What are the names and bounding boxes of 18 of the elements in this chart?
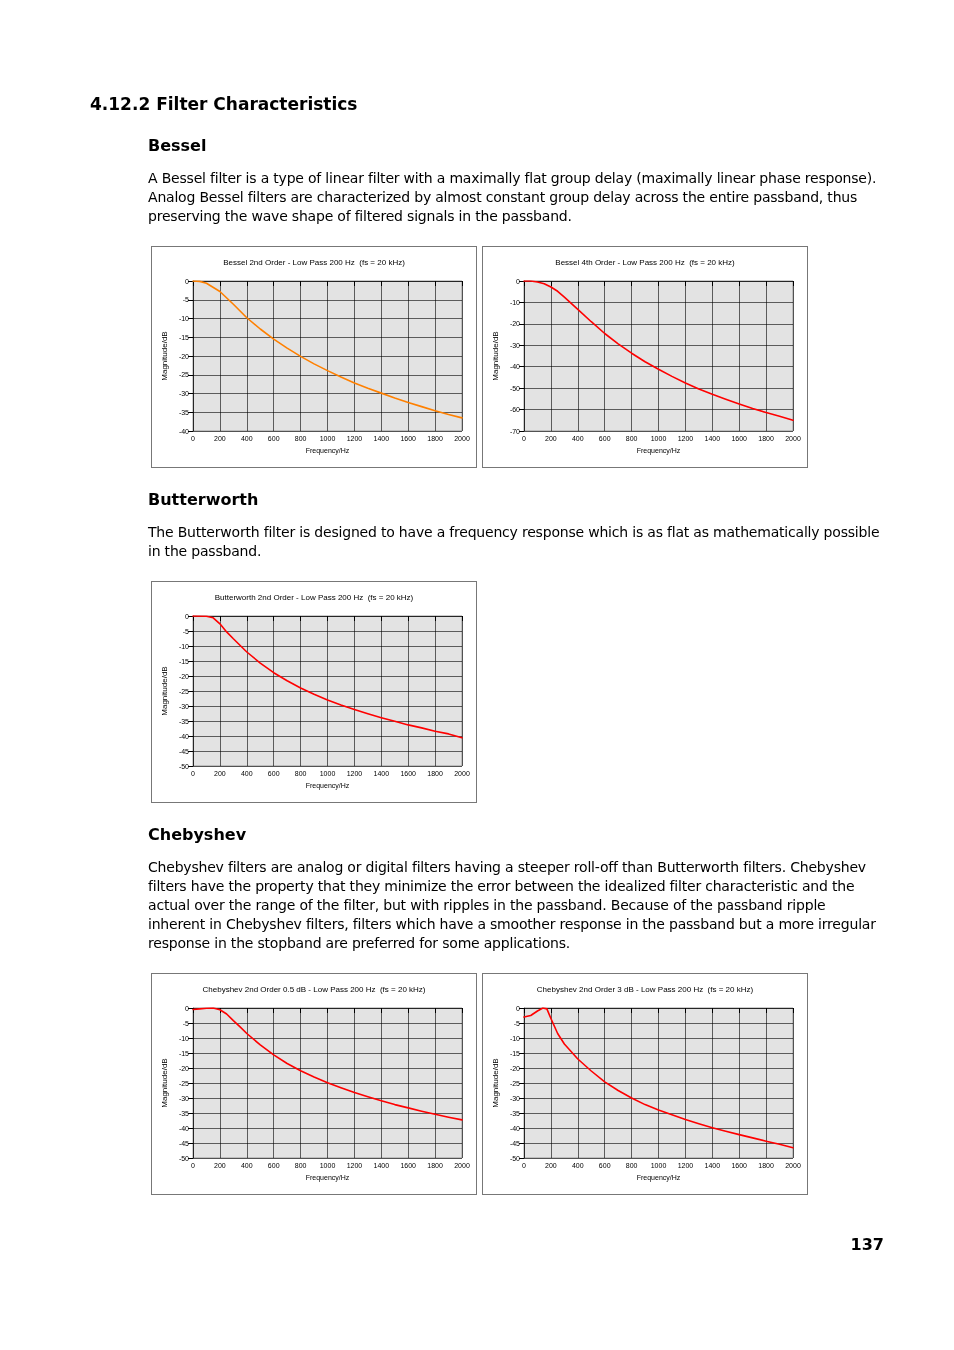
y-axis-title: Magnitude/dB bbox=[159, 666, 169, 716]
y-axis-title: Magnitude/dB bbox=[490, 1058, 500, 1108]
text: The Butterworth filter is designed to have a frequency response which is as flat as mathematically possible in the passband. bbox=[148, 523, 881, 561]
text: Bessel bbox=[148, 136, 208, 155]
chart-title: Chebyshev 2nd Order 3 dB - Low Pass 200 Hz (fs = 20 kHz) bbox=[536, 984, 754, 994]
text: 4.12.2 Filter Characteristics bbox=[90, 94, 359, 114]
chart-title: Butterworth 2nd Order - Low Pass 200 Hz (fs = 20 kHz) bbox=[214, 592, 414, 602]
text: 137 bbox=[850, 1235, 884, 1254]
y-axis-title: Magnitude/dB bbox=[159, 331, 169, 381]
y-axis-title: Magnitude/dB bbox=[490, 331, 500, 381]
text: Butterworth bbox=[148, 490, 260, 509]
text: A Bessel filter is a type of linear filter with a maximally flat group delay (maximally linear phase response). Analog Bessel filters are characterized by almost constant group delay across the entire passband, thus preserving the wave shape of filtered signals in the passband. bbox=[148, 169, 878, 226]
text: Chebyshev bbox=[148, 825, 248, 844]
chart-title: Bessel 4th Order - Low Pass 200 Hz (fs = 20 kHz) bbox=[555, 257, 736, 267]
chart-title: Chebyshev 2nd Order 0.5 dB - Low Pass 200 Hz (fs = 20 kHz) bbox=[202, 984, 426, 994]
text: Chebyshev filters are analog or digital filters having a steeper roll-off than Butterworth filters. Chebyshev filters have the property that they minimize the error between the idealized filter characteristic and the actual over the range of the filter, but with ripples in the passband. Because of the passband ripple inherent in Chebyshev filters, filters which have a smoother response in the passband but a more irregular response in the stopband are preferred for some applications. bbox=[148, 858, 877, 953]
y-axis-title: Magnitude/dB bbox=[159, 1058, 169, 1108]
chart-title: Bessel 2nd Order - Low Pass 200 Hz (fs = 20 kHz) bbox=[223, 257, 406, 267]
